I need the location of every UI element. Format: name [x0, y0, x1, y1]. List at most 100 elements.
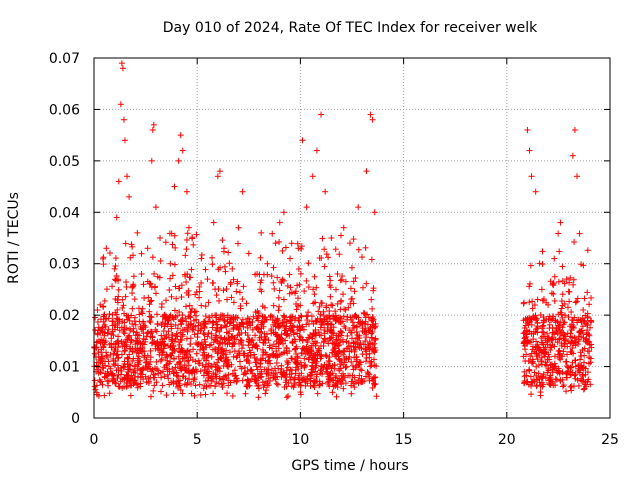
data-point [562, 333, 569, 340]
data-point [214, 321, 221, 328]
data-point [171, 307, 178, 314]
data-point [129, 348, 136, 355]
data-point [305, 348, 312, 355]
data-point [103, 286, 110, 293]
data-point [325, 378, 332, 385]
data-point [339, 329, 346, 336]
data-point [279, 276, 286, 283]
data-point [328, 235, 335, 241]
data-point [260, 271, 267, 278]
data-point [186, 274, 193, 281]
data-point [280, 277, 287, 284]
data-point [150, 387, 157, 394]
x-tick-labels: 0 5 10 15 20 25 [90, 432, 619, 448]
data-point [327, 277, 334, 284]
data-point [177, 132, 184, 139]
data-point [297, 334, 304, 341]
data-point [268, 330, 275, 337]
data-point [108, 335, 115, 342]
data-point [163, 351, 170, 358]
data-point [534, 382, 541, 389]
data-point [545, 301, 552, 308]
data-point [532, 188, 539, 195]
data-point [123, 380, 130, 387]
data-point [281, 327, 288, 334]
data-point [348, 329, 355, 336]
data-point [104, 378, 111, 385]
data-point [102, 362, 109, 369]
data-point [288, 317, 295, 324]
data-point [334, 300, 341, 307]
data-point [341, 306, 348, 313]
data-point [215, 316, 222, 323]
data-point [533, 325, 540, 332]
data-point [332, 308, 339, 315]
data-point [570, 317, 577, 324]
data-point [118, 60, 125, 67]
data-point [117, 101, 124, 108]
data-point [552, 382, 559, 389]
data-point [158, 322, 165, 329]
data-point [269, 345, 276, 352]
data-point [350, 366, 357, 373]
data-point [323, 353, 330, 360]
data-point [238, 329, 245, 336]
data-point [177, 336, 184, 343]
data-point [559, 291, 566, 298]
data-point [352, 338, 359, 345]
data-point [237, 339, 244, 346]
data-point [100, 261, 107, 268]
data-point [108, 370, 115, 377]
data-point [539, 323, 546, 330]
data-point [534, 296, 541, 303]
data-point [349, 325, 356, 332]
data-point [580, 262, 587, 269]
data-point [239, 321, 246, 328]
data-point [158, 332, 165, 339]
data-point [244, 377, 251, 384]
data-point [331, 341, 338, 348]
data-point [276, 351, 283, 358]
data-point [550, 291, 557, 298]
data-point [319, 235, 326, 242]
data-point [356, 372, 363, 379]
data-point [300, 326, 307, 333]
data-point [126, 345, 133, 352]
data-point [121, 348, 128, 355]
data-point [295, 265, 302, 272]
data-point [362, 358, 369, 365]
data-point [341, 323, 348, 330]
data-point [528, 383, 535, 390]
data-point [105, 382, 112, 389]
data-point [327, 284, 334, 291]
data-point [101, 321, 108, 328]
data-point [578, 319, 585, 326]
data-point [328, 301, 335, 308]
data-point [564, 351, 571, 358]
data-point [132, 321, 139, 328]
data-point [179, 312, 186, 319]
data-point [159, 339, 166, 346]
data-point [190, 378, 197, 385]
data-point [201, 323, 208, 330]
data-point [214, 350, 221, 357]
data-point [296, 281, 303, 288]
data-point [237, 305, 244, 312]
data-point [257, 357, 264, 364]
data-point [235, 325, 242, 332]
data-point [222, 351, 229, 358]
data-point [148, 297, 155, 304]
data-point [132, 341, 139, 348]
data-point [196, 294, 203, 301]
data-point [238, 320, 245, 327]
data-point [124, 361, 131, 368]
data-point [272, 369, 279, 376]
data-point [91, 377, 98, 384]
y-tick-label: 0.03 [49, 257, 80, 273]
data-point [136, 311, 143, 318]
data-point [146, 361, 153, 368]
data-point [97, 301, 104, 308]
data-point [371, 381, 378, 388]
data-point [557, 327, 564, 334]
